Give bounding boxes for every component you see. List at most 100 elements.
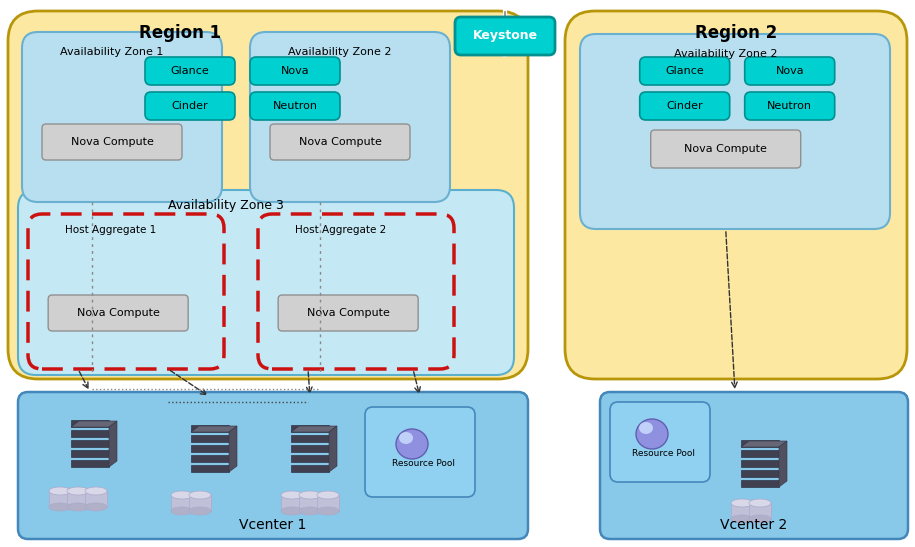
Polygon shape [291,426,337,432]
Polygon shape [229,426,237,472]
Text: Region 1: Region 1 [138,24,221,42]
Polygon shape [779,441,787,487]
FancyBboxPatch shape [278,295,418,331]
FancyBboxPatch shape [189,495,211,511]
FancyBboxPatch shape [28,214,224,369]
Text: Resource Pool: Resource Pool [632,450,695,458]
FancyBboxPatch shape [291,465,329,472]
Text: Availability Zone 3: Availability Zone 3 [168,200,285,212]
FancyBboxPatch shape [565,11,907,379]
Polygon shape [329,426,337,472]
Text: Host Aggregate 2: Host Aggregate 2 [295,225,386,235]
FancyBboxPatch shape [281,495,303,511]
Text: Nova Compute: Nova Compute [70,137,154,147]
FancyBboxPatch shape [71,460,109,467]
FancyBboxPatch shape [191,465,229,472]
FancyBboxPatch shape [640,92,729,120]
FancyBboxPatch shape [299,495,321,511]
Ellipse shape [399,432,413,444]
FancyBboxPatch shape [580,34,890,229]
Ellipse shape [749,515,771,523]
Ellipse shape [49,503,71,511]
FancyBboxPatch shape [71,440,109,447]
FancyBboxPatch shape [191,455,229,462]
FancyBboxPatch shape [291,455,329,462]
FancyBboxPatch shape [18,392,528,539]
FancyBboxPatch shape [22,32,222,202]
FancyBboxPatch shape [731,503,753,519]
FancyBboxPatch shape [365,407,475,497]
Text: Vcenter 2: Vcenter 2 [720,518,788,532]
FancyBboxPatch shape [250,32,450,202]
Ellipse shape [299,507,321,515]
FancyBboxPatch shape [741,450,779,457]
Ellipse shape [85,503,107,511]
Text: Nova: Nova [775,66,804,76]
Ellipse shape [85,487,107,495]
FancyBboxPatch shape [741,480,779,487]
Text: Nova: Nova [281,66,309,76]
FancyBboxPatch shape [270,124,410,160]
FancyBboxPatch shape [145,57,235,85]
Text: Vcenter 1: Vcenter 1 [240,518,307,532]
Text: Cinder: Cinder [172,101,209,111]
Ellipse shape [281,507,303,515]
Ellipse shape [731,499,753,507]
Ellipse shape [636,419,668,449]
Text: Glance: Glance [170,66,210,76]
FancyBboxPatch shape [85,491,107,507]
FancyBboxPatch shape [191,435,229,442]
Text: Nova Compute: Nova Compute [298,137,382,147]
FancyBboxPatch shape [67,491,89,507]
FancyBboxPatch shape [250,57,340,85]
Ellipse shape [171,491,193,499]
FancyBboxPatch shape [71,450,109,457]
Text: Availability Zone 1: Availability Zone 1 [60,47,164,57]
FancyBboxPatch shape [49,491,71,507]
FancyBboxPatch shape [18,190,514,375]
FancyBboxPatch shape [71,430,109,437]
FancyBboxPatch shape [291,445,329,452]
FancyBboxPatch shape [291,435,329,442]
FancyBboxPatch shape [48,295,188,331]
Ellipse shape [281,491,303,499]
Text: Neutron: Neutron [767,101,813,111]
Text: Keystone: Keystone [472,30,538,43]
Text: Availability Zone 2: Availability Zone 2 [674,49,778,59]
Ellipse shape [749,499,771,507]
Text: Nova Compute: Nova Compute [307,308,390,318]
Text: Glance: Glance [665,66,704,76]
Ellipse shape [639,422,653,434]
FancyBboxPatch shape [610,402,710,482]
Ellipse shape [317,491,339,499]
Ellipse shape [171,507,193,515]
Text: Resource Pool: Resource Pool [393,459,456,468]
FancyBboxPatch shape [191,425,229,432]
Polygon shape [191,426,237,432]
FancyBboxPatch shape [8,11,528,379]
Text: Availability Zone 2: Availability Zone 2 [288,47,392,57]
FancyBboxPatch shape [191,445,229,452]
FancyBboxPatch shape [291,425,329,432]
Ellipse shape [317,507,339,515]
Text: Region 2: Region 2 [694,24,777,42]
FancyBboxPatch shape [317,495,339,511]
FancyBboxPatch shape [640,57,729,85]
Ellipse shape [189,507,211,515]
FancyBboxPatch shape [741,470,779,477]
Ellipse shape [67,503,89,511]
FancyBboxPatch shape [171,495,193,511]
Text: Nova Compute: Nova Compute [684,144,767,154]
Text: Nova Compute: Nova Compute [77,308,159,318]
FancyBboxPatch shape [745,92,834,120]
Ellipse shape [396,429,428,459]
FancyBboxPatch shape [651,130,801,168]
FancyBboxPatch shape [741,440,779,447]
FancyBboxPatch shape [250,92,340,120]
FancyBboxPatch shape [745,57,834,85]
Text: Cinder: Cinder [666,101,703,111]
FancyBboxPatch shape [741,460,779,467]
Polygon shape [71,421,117,427]
Text: Host Aggregate 1: Host Aggregate 1 [65,225,156,235]
FancyBboxPatch shape [455,17,555,55]
